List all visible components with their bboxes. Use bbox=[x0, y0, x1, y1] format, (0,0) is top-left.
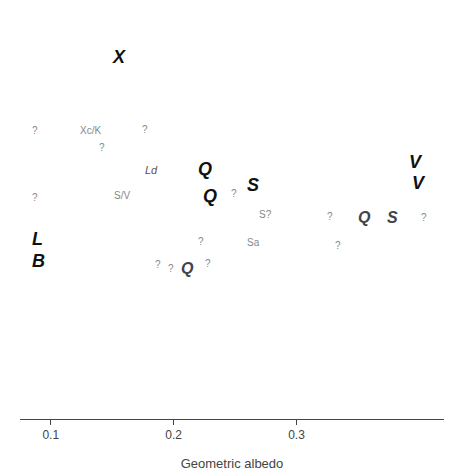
svg-text:Q: Q bbox=[203, 186, 217, 206]
svg-text:?: ? bbox=[231, 188, 237, 199]
svg-text:Q: Q bbox=[358, 209, 371, 226]
svg-text:?: ? bbox=[32, 192, 38, 203]
svg-text:?: ? bbox=[198, 236, 204, 247]
svg-text:Ld: Ld bbox=[145, 164, 158, 176]
svg-text:0.2: 0.2 bbox=[165, 428, 182, 442]
svg-text:V: V bbox=[412, 173, 426, 193]
svg-text:L: L bbox=[32, 229, 43, 249]
svg-text:X: X bbox=[112, 47, 126, 67]
svg-text:S?: S? bbox=[259, 209, 272, 220]
svg-text:Q: Q bbox=[181, 260, 194, 277]
svg-text:V: V bbox=[409, 152, 423, 172]
svg-text:?: ? bbox=[327, 211, 333, 222]
svg-text:?: ? bbox=[421, 212, 427, 223]
svg-text:S: S bbox=[247, 175, 259, 195]
svg-text:Xc/K: Xc/K bbox=[80, 125, 101, 136]
svg-text:0.3: 0.3 bbox=[288, 428, 305, 442]
svg-text:Sa: Sa bbox=[247, 237, 260, 248]
svg-text:?: ? bbox=[155, 259, 161, 270]
svg-text:B: B bbox=[32, 251, 45, 271]
svg-text:?: ? bbox=[335, 240, 341, 251]
svg-text:?: ? bbox=[99, 142, 105, 153]
svg-text:Geometric albedo: Geometric albedo bbox=[181, 456, 284, 471]
svg-text:0.1: 0.1 bbox=[42, 428, 59, 442]
svg-text:Q: Q bbox=[198, 159, 212, 179]
svg-text:?: ? bbox=[32, 125, 38, 136]
svg-text:?: ? bbox=[168, 263, 174, 274]
svg-text:?: ? bbox=[142, 124, 148, 135]
svg-text:S: S bbox=[387, 209, 398, 226]
svg-text:?: ? bbox=[205, 258, 211, 269]
svg-text:S/V: S/V bbox=[114, 190, 130, 201]
